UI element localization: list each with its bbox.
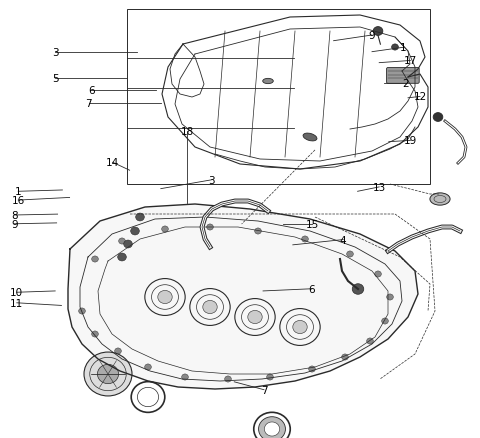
Circle shape: [92, 331, 98, 337]
Circle shape: [342, 354, 348, 360]
Text: 17: 17: [404, 57, 417, 66]
Text: 6: 6: [309, 284, 315, 294]
Circle shape: [267, 374, 274, 380]
Circle shape: [347, 251, 353, 258]
Ellipse shape: [430, 194, 450, 206]
Text: 19: 19: [404, 136, 417, 146]
Text: 1: 1: [400, 43, 407, 53]
Circle shape: [92, 256, 98, 262]
Circle shape: [293, 321, 307, 334]
Circle shape: [203, 301, 217, 314]
Circle shape: [248, 311, 262, 324]
Circle shape: [131, 227, 139, 235]
Text: 10: 10: [10, 288, 24, 297]
Circle shape: [374, 271, 381, 277]
Circle shape: [367, 338, 373, 344]
Circle shape: [119, 238, 125, 244]
Text: 3: 3: [52, 48, 59, 57]
FancyBboxPatch shape: [386, 68, 419, 84]
Circle shape: [352, 284, 364, 295]
Text: 1: 1: [15, 187, 22, 197]
Circle shape: [79, 308, 85, 314]
Text: 11: 11: [10, 298, 24, 308]
Text: 5: 5: [52, 74, 59, 84]
Circle shape: [136, 214, 144, 222]
Circle shape: [309, 366, 315, 372]
Text: 2: 2: [402, 79, 409, 89]
Circle shape: [225, 376, 231, 382]
Circle shape: [259, 417, 286, 438]
Circle shape: [373, 28, 383, 36]
Circle shape: [115, 348, 121, 354]
Text: 15: 15: [305, 219, 319, 229]
Circle shape: [144, 364, 151, 370]
Circle shape: [181, 374, 188, 380]
Text: 3: 3: [208, 176, 215, 185]
Text: 12: 12: [413, 92, 427, 102]
Circle shape: [124, 240, 132, 248]
Polygon shape: [68, 205, 418, 389]
Circle shape: [433, 113, 443, 122]
Text: 9: 9: [11, 219, 18, 229]
Text: 6: 6: [88, 86, 95, 96]
Circle shape: [158, 291, 172, 304]
Ellipse shape: [303, 134, 317, 141]
Text: 13: 13: [372, 183, 386, 192]
Circle shape: [387, 294, 394, 300]
Circle shape: [301, 237, 308, 243]
Circle shape: [206, 224, 213, 230]
Circle shape: [392, 45, 398, 51]
Ellipse shape: [263, 79, 273, 85]
Text: 4: 4: [340, 235, 347, 245]
Circle shape: [118, 254, 126, 261]
Circle shape: [254, 228, 261, 234]
Text: 7: 7: [85, 99, 92, 109]
Text: 14: 14: [106, 158, 120, 168]
Text: 8: 8: [11, 211, 18, 220]
Text: 16: 16: [12, 196, 25, 205]
Circle shape: [382, 318, 388, 324]
Text: 9: 9: [369, 31, 375, 41]
Text: 7: 7: [261, 385, 267, 395]
Circle shape: [264, 422, 280, 436]
Text: 18: 18: [180, 127, 194, 136]
Circle shape: [97, 364, 119, 384]
Circle shape: [162, 226, 168, 233]
Circle shape: [84, 352, 132, 396]
Bar: [127, 10, 430, 184]
